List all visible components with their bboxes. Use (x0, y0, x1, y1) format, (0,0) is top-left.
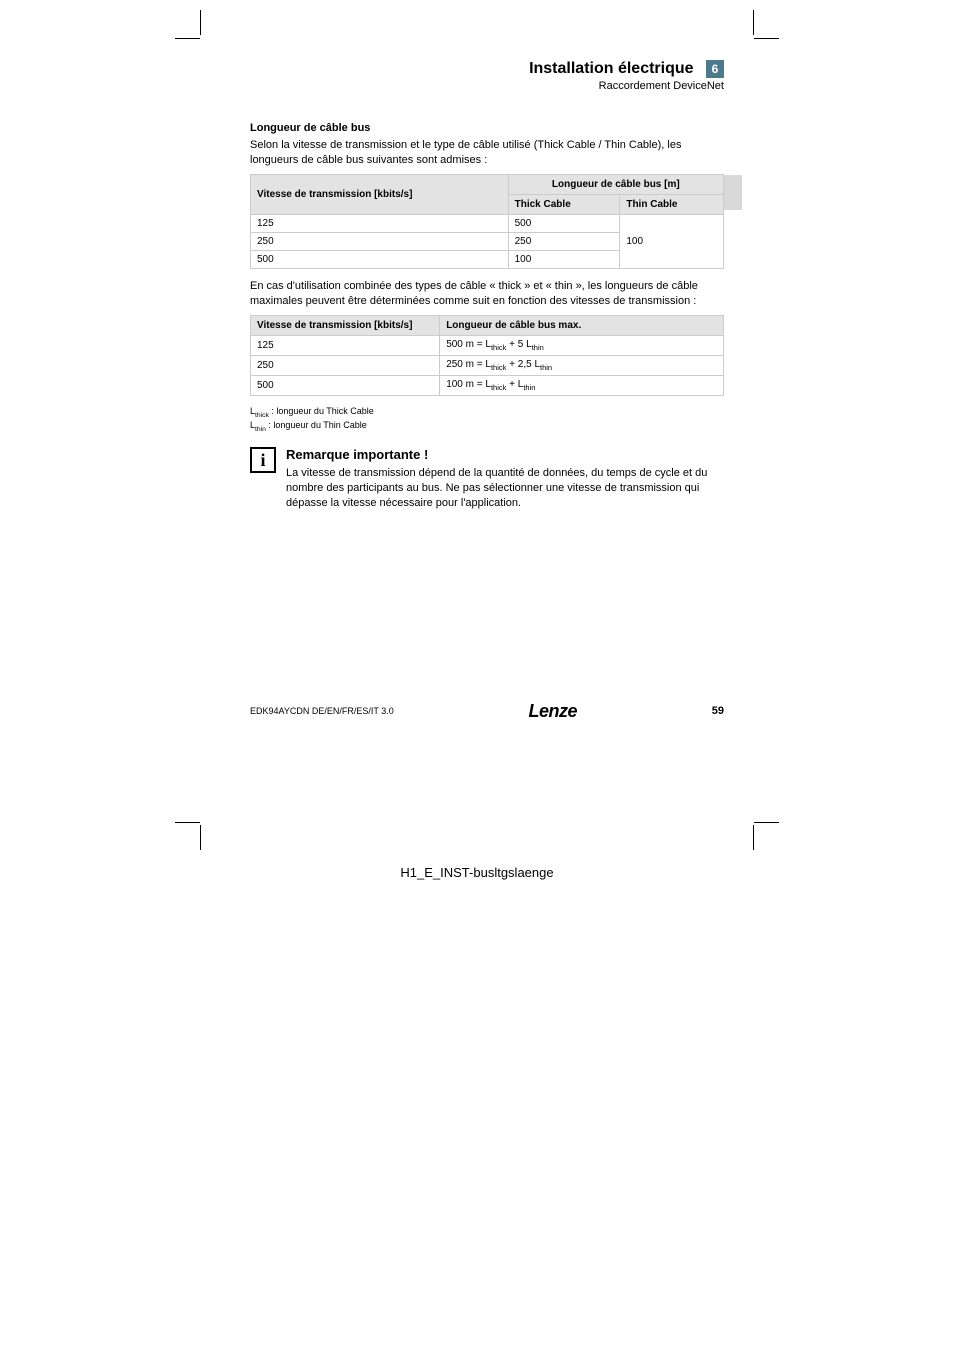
page-footer: EDK94AYCDN DE/EN/FR/ES/IT 3.0 Lenze 59 (250, 701, 724, 722)
combined-cable-table: Vitesse de transmission [kbits/s] Longue… (250, 315, 724, 396)
table-cell: 250 (251, 355, 440, 375)
footer-logo: Lenze (528, 701, 577, 722)
note-content: Remarque importante ! La vitesse de tran… (286, 447, 724, 511)
table-row: 250 250 m = Lthick + 2,5 Lthin (251, 355, 724, 375)
table-cell: 125 (251, 335, 440, 355)
table-row: 125 500 100 (251, 214, 724, 232)
table-cell: 250 (508, 232, 620, 250)
table-cell: 500 (251, 250, 509, 268)
section-heading: Longueur de câble bus (250, 122, 724, 134)
page-header: Installation électrique 6 Raccordement D… (250, 60, 724, 92)
bottom-filename: H1_E_INST-busltgslaenge (0, 865, 954, 880)
table-cell: 250 (251, 232, 509, 250)
table-cell: 100 (620, 214, 724, 268)
header-title: Installation électrique (529, 60, 693, 77)
table-cell: 500 (251, 375, 440, 395)
table-header: Longueur de câble bus [m] (508, 174, 723, 194)
table-cell: 500 (508, 214, 620, 232)
note-title: Remarque importante ! (286, 447, 724, 462)
table-header: Longueur de câble bus max. (440, 315, 724, 335)
between-text: En cas d'utilisation combinée des types … (250, 279, 724, 309)
chapter-badge: 6 (706, 60, 724, 78)
info-icon: i (250, 447, 276, 473)
table-row: 125 500 m = Lthick + 5 Lthin (251, 335, 724, 355)
table-cell: 250 m = Lthick + 2,5 Lthin (440, 355, 724, 375)
table-cell: 100 (508, 250, 620, 268)
footer-docid: EDK94AYCDN DE/EN/FR/ES/IT 3.0 (250, 706, 394, 716)
table-header: Vitesse de transmission [kbits/s] (251, 174, 509, 214)
page-content: Installation électrique 6 Raccordement D… (0, 0, 954, 820)
note-text: La vitesse de transmission dépend de la … (286, 466, 724, 511)
section-intro: Selon la vitesse de transmission et le t… (250, 138, 724, 168)
header-subtitle: Raccordement DeviceNet (250, 80, 724, 92)
table-header: Thin Cable (620, 194, 724, 214)
table-cell: 125 (251, 214, 509, 232)
legend-thin: Lthin : longueur du Thin Cable (250, 420, 724, 433)
cable-length-table: Vitesse de transmission [kbits/s] Longue… (250, 174, 724, 269)
table-header: Vitesse de transmission [kbits/s] (251, 315, 440, 335)
table-cell: 100 m = Lthick + Lthin (440, 375, 724, 395)
legend-thick: Lthick : longueur du Thick Cable (250, 406, 724, 419)
footer-page-number: 59 (712, 705, 724, 717)
side-tab (724, 175, 742, 210)
table-header: Thick Cable (508, 194, 620, 214)
table-row: 500 100 m = Lthick + Lthin (251, 375, 724, 395)
table-cell: 500 m = Lthick + 5 Lthin (440, 335, 724, 355)
note-box: i Remarque importante ! La vitesse de tr… (250, 447, 724, 511)
